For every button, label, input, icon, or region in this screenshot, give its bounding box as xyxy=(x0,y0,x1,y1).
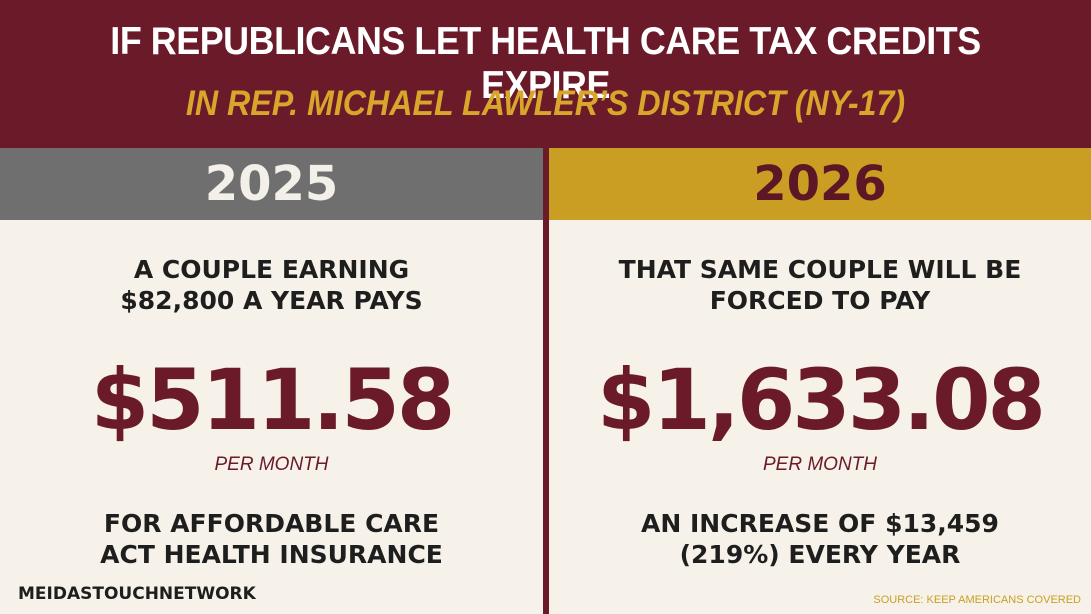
year-2026-bar: 2026 xyxy=(549,148,1091,220)
right-trail-line: AN INCREASE OF $13,459 xyxy=(641,509,999,538)
left-lead-line: A COUPLE EARNING xyxy=(133,255,410,284)
headline-subtitle: IN REP. MICHAEL LAWLER’S DISTRICT (NY-17… xyxy=(185,84,906,123)
right-lead-text: THAT SAME COUPLE WILL BE FORCED TO PAY xyxy=(549,254,1091,316)
headline-title: IF REPUBLICANS LET HEALTH CARE TAX CREDI… xyxy=(110,20,981,107)
left-trail-line: ACT HEALTH INSURANCE xyxy=(100,540,443,569)
right-trail-line: (219%) EVERY YEAR xyxy=(679,540,961,569)
left-trail-text: FOR AFFORDABLE CARE ACT HEALTH INSURANCE xyxy=(0,508,543,570)
left-column: A COUPLE EARNING $82,800 A YEAR PAYS $51… xyxy=(0,220,543,614)
source-note: SOURCE: KEEP AMERICANS COVERED xyxy=(873,594,1081,606)
right-lead-line: FORCED TO PAY xyxy=(709,286,931,315)
column-divider xyxy=(543,148,549,614)
header-banner: IF REPUBLICANS LET HEALTH CARE TAX CREDI… xyxy=(0,0,1091,148)
left-trail-line: FOR AFFORDABLE CARE xyxy=(103,509,440,538)
right-lead-line: THAT SAME COUPLE WILL BE xyxy=(618,255,1022,284)
right-amount: $1,633.08 xyxy=(597,351,1046,449)
left-per-month: PER MONTH xyxy=(214,454,329,475)
left-amount: $511.58 xyxy=(90,351,456,449)
right-per-month: PER MONTH xyxy=(763,454,877,475)
right-trail-text: AN INCREASE OF $13,459 (219%) EVERY YEAR xyxy=(549,508,1091,570)
right-column: THAT SAME COUPLE WILL BE FORCED TO PAY $… xyxy=(549,220,1091,614)
left-lead-text: A COUPLE EARNING $82,800 A YEAR PAYS xyxy=(0,254,543,316)
year-2025-bar: 2025 xyxy=(0,148,543,220)
brand-logo-text: MEIDASTOUCHNETWORK xyxy=(18,584,256,604)
left-lead-line: $82,800 A YEAR PAYS xyxy=(120,286,423,315)
